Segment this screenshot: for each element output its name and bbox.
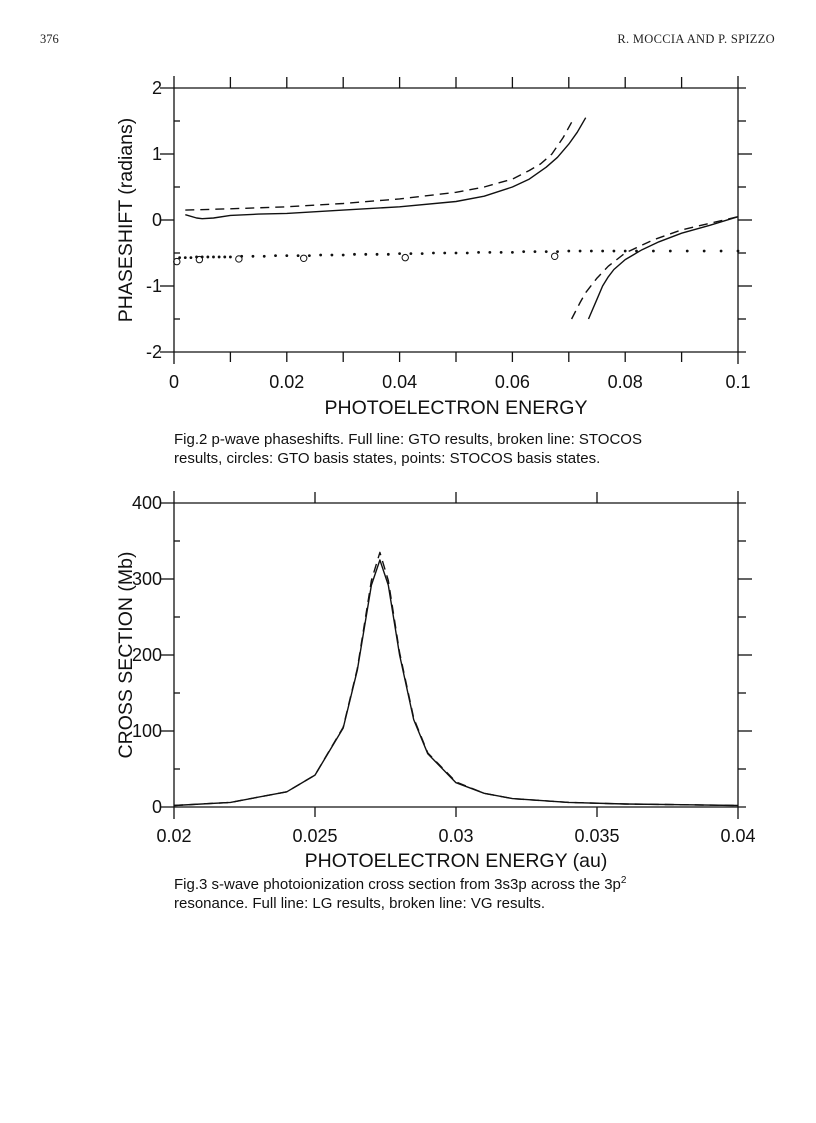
x-tick-label: 0.02 bbox=[269, 372, 304, 392]
data-point-dot bbox=[522, 250, 526, 254]
data-point-dot bbox=[274, 254, 277, 258]
y-axis-title: CROSS SECTION (Mb) bbox=[115, 552, 137, 759]
data-point-dot bbox=[375, 252, 379, 256]
y-tick-label: 200 bbox=[132, 645, 162, 665]
data-point-dot bbox=[623, 249, 627, 253]
data-point-dot bbox=[183, 256, 187, 260]
y-tick-label: 1 bbox=[152, 144, 162, 164]
data-point-dot bbox=[652, 249, 655, 253]
data-point-dot bbox=[556, 250, 559, 254]
x-tick-label: 0.1 bbox=[725, 372, 750, 392]
x-tick-label: 0.02 bbox=[156, 826, 191, 846]
x-tick-label: 0 bbox=[169, 372, 179, 392]
data-point-dot bbox=[229, 255, 232, 259]
data-point-dot bbox=[685, 249, 689, 253]
data-point-dot bbox=[567, 249, 571, 253]
page-number: 376 bbox=[40, 32, 59, 46]
running-head: R. MOCCIA AND P. SPIZZO bbox=[617, 32, 775, 46]
fig2-caption-line1: Fig.2 p-wave phaseshifts. Full line: GTO… bbox=[174, 431, 642, 448]
y-tick-label: 2 bbox=[152, 78, 162, 98]
data-point-dot bbox=[511, 250, 514, 254]
y-tick-label: 300 bbox=[132, 569, 162, 589]
dashed-series-line bbox=[570, 216, 739, 320]
data-point-dot bbox=[330, 253, 334, 257]
data-point-dot bbox=[736, 249, 740, 253]
fig3-caption-line2: resonance. Full line: LG results, broken… bbox=[174, 895, 546, 912]
data-point-dot bbox=[668, 249, 672, 253]
fig3-caption-superscript: 2 bbox=[620, 875, 627, 886]
y-axis-title: PHASESHIFT (radians) bbox=[115, 118, 137, 322]
data-point-dot bbox=[296, 254, 300, 258]
data-point-dot bbox=[217, 255, 221, 259]
data-point-dot bbox=[612, 249, 616, 253]
fig3-caption-line1: Fig.3 s-wave photoionization cross secti… bbox=[174, 875, 626, 894]
data-point-circle bbox=[195, 255, 204, 264]
fig2-caption-line2: results, circles: GTO basis states, poin… bbox=[174, 450, 601, 467]
data-point-dot bbox=[353, 252, 356, 256]
data-point-dot bbox=[702, 249, 706, 253]
data-point-dot bbox=[578, 249, 582, 253]
data-point-dot bbox=[178, 256, 182, 260]
data-point-dot bbox=[307, 254, 311, 258]
solid-series-line bbox=[587, 216, 739, 320]
x-tick-label: 0.06 bbox=[495, 372, 530, 392]
data-point-dot bbox=[319, 253, 323, 257]
x-tick-label: 0.035 bbox=[574, 826, 619, 846]
data-point-dot bbox=[635, 249, 638, 253]
x-tick-label: 0.025 bbox=[292, 826, 337, 846]
x-axis-title: PHOTOELECTRON ENERGY bbox=[325, 397, 588, 419]
y-tick-label: 0 bbox=[152, 210, 162, 230]
y-tick-label: 400 bbox=[132, 493, 162, 513]
data-point-dot bbox=[443, 251, 447, 255]
y-tick-label: -2 bbox=[146, 342, 162, 362]
data-point-dot bbox=[544, 250, 548, 254]
dashed-series-line bbox=[173, 551, 739, 807]
y-tick-label: 0 bbox=[152, 797, 162, 817]
data-point-dot bbox=[206, 255, 210, 259]
data-point-circle bbox=[173, 257, 181, 266]
solid-series-line bbox=[173, 559, 739, 807]
y-tick-label: 100 bbox=[132, 721, 162, 741]
x-axis-title: PHOTOELECTRON ENERGY (au) bbox=[305, 850, 608, 872]
data-point-dot bbox=[454, 251, 458, 255]
x-tick-label: 0.04 bbox=[382, 372, 417, 392]
data-point-dot bbox=[251, 254, 255, 258]
data-point-dot bbox=[420, 252, 424, 256]
data-point-dot bbox=[533, 250, 537, 254]
data-point-dot bbox=[341, 253, 345, 257]
data-point-dot bbox=[488, 250, 492, 254]
data-point-circle bbox=[551, 252, 559, 260]
data-point-dot bbox=[432, 251, 435, 255]
data-point-dot bbox=[499, 250, 503, 254]
data-point-circle bbox=[300, 254, 308, 262]
dashed-series-line bbox=[185, 121, 573, 211]
data-point-circle bbox=[401, 253, 409, 262]
data-point-dot bbox=[364, 252, 368, 256]
x-tick-label: 0.03 bbox=[438, 826, 473, 846]
data-point-dot bbox=[589, 249, 593, 253]
data-point-dot bbox=[189, 256, 193, 260]
data-point-dot bbox=[223, 255, 227, 259]
fig3-caption: Fig.3 s-wave photoionization cross secti… bbox=[174, 875, 626, 913]
cross-section-chart: 0.02 0.025 0.03 0.035 0.04 0 100 200 300 400 PHOTO… bbox=[115, 491, 756, 872]
phaseshift-chart: 0 0.02 0.04 0.06 0.08 0.1 -2 -1 0 1 2 PHOTOELECTRON… bbox=[115, 76, 752, 419]
solid-series-line bbox=[185, 117, 587, 220]
data-point-dot bbox=[285, 254, 289, 258]
data-point-dot bbox=[477, 250, 480, 254]
data-point-circle bbox=[235, 255, 243, 263]
data-point-dot bbox=[398, 252, 401, 256]
data-point-dot bbox=[409, 252, 413, 256]
x-tick-label: 0.08 bbox=[608, 372, 643, 392]
data-point-dot bbox=[719, 249, 723, 253]
fig3-caption-text: Fig.3 s-wave photoionization cross secti… bbox=[174, 876, 621, 893]
x-tick-label: 0.04 bbox=[720, 826, 755, 846]
y-tick-label: -1 bbox=[146, 276, 162, 296]
data-point-dot bbox=[601, 249, 605, 253]
data-point-dot bbox=[262, 254, 266, 258]
data-point-dot bbox=[386, 252, 390, 256]
fig2-caption: Fig.2 p-wave phaseshifts. Full line: GTO… bbox=[174, 430, 642, 468]
data-point-dot bbox=[465, 251, 469, 255]
data-point-dot bbox=[212, 255, 215, 259]
